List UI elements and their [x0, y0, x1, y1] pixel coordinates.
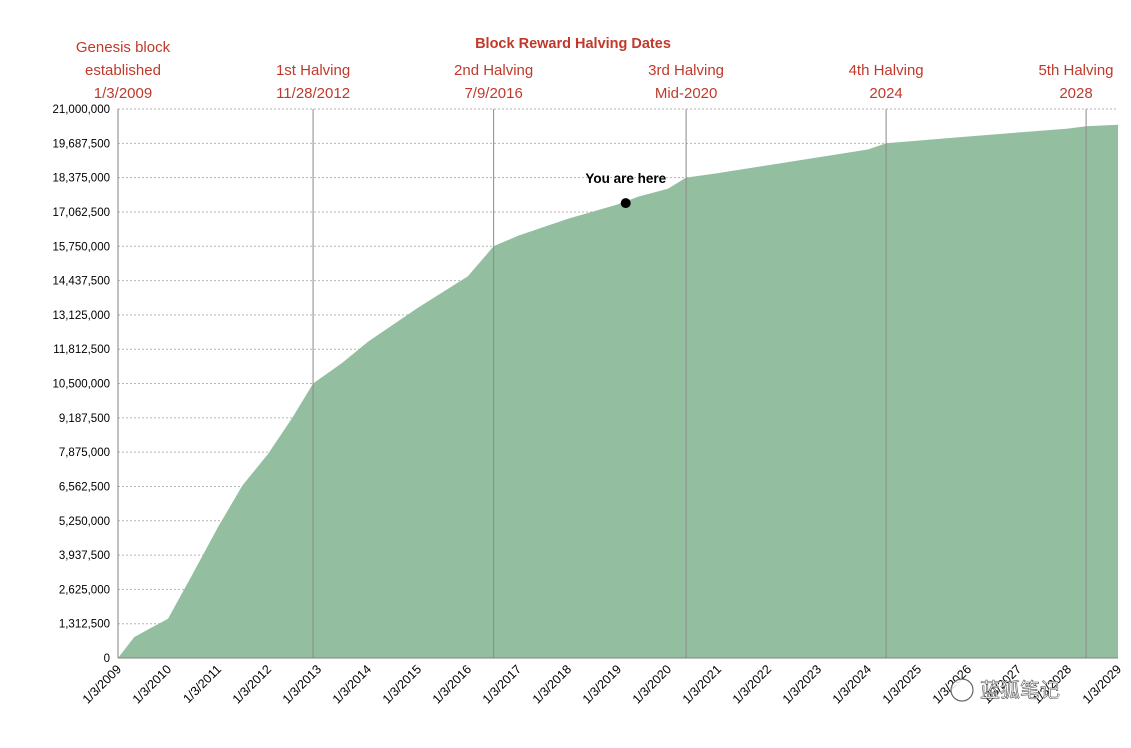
y-tick-label: 2,625,000: [59, 584, 110, 596]
x-tick-label: 1/3/2015: [380, 662, 424, 706]
y-tick-label: 0: [104, 653, 110, 665]
x-tick-label: 1/3/2011: [180, 662, 224, 706]
y-tick-label: 14,437,500: [52, 276, 110, 288]
annotation-line: 2028: [1059, 85, 1092, 102]
halving-annotation: 1st Halving 11/28/2012: [276, 62, 350, 102]
x-tick-label: 1/3/2016: [430, 662, 474, 706]
annotation-line: 5th Halving: [1038, 62, 1113, 79]
annotation-line: 4th Halving: [849, 62, 924, 79]
x-tick-label: 1/3/2022: [730, 662, 774, 706]
y-tick-label: 5,250,000: [59, 516, 110, 528]
y-tick-label: 7,875,000: [59, 447, 110, 459]
x-tick-label: 1/3/2023: [780, 662, 824, 706]
axes: [117, 109, 1118, 659]
supply-area: [118, 124, 1118, 658]
y-tick-label: 6,562,500: [59, 481, 110, 493]
halving-lines: [312, 109, 1087, 658]
watermark-text: 蓝狐笔记: [980, 679, 1060, 702]
annotation-line: 7/9/2016: [464, 85, 522, 102]
y-tick-label: 19,687,500: [52, 138, 110, 150]
x-tick-label: 1/3/2013: [280, 662, 324, 706]
x-tick-label: 1/3/2029: [1080, 662, 1124, 706]
x-tick-label: 1/3/2019: [580, 662, 624, 706]
annotation-line: 11/28/2012: [276, 85, 350, 102]
y-tick-label: 17,062,500: [52, 207, 110, 219]
x-tick-label: 1/3/2018: [530, 662, 574, 706]
annotation-line: 2024: [869, 85, 902, 102]
x-tick-label: 1/3/2014: [330, 662, 374, 706]
y-tick-label: 11,812,500: [53, 344, 110, 356]
y-tick-label: 1,312,500: [59, 619, 110, 631]
x-tick-label: 1/3/2010: [130, 662, 174, 706]
y-tick-label: 13,125,000: [52, 310, 110, 322]
halving-annotation: 5th Halving 2028: [1038, 62, 1113, 102]
x-tick-label: 1/3/2009: [80, 662, 124, 706]
halving-annotations: Genesis block established 1/3/2009 1st Halv…: [76, 39, 1114, 102]
x-tick-label: 1/3/2025: [880, 662, 924, 706]
y-tick-label: 9,187,500: [59, 413, 110, 425]
marker-dot: [620, 198, 631, 209]
marker-label: You are here: [585, 171, 666, 186]
annotation-line: 2nd Halving: [454, 62, 533, 79]
y-tick-label: 3,937,500: [59, 550, 110, 562]
y-tick-label: 15,750,000: [52, 241, 110, 253]
halving-annotation: 3rd Halving Mid-2020: [648, 62, 724, 102]
y-tick-label: 10,500,000: [52, 379, 110, 391]
halving-annotation: Genesis block established 1/3/2009: [76, 39, 171, 102]
annotation-line: 1/3/2009: [94, 85, 152, 102]
you-are-here-marker: You are here: [585, 171, 667, 209]
x-tick-label: 1/3/2012: [230, 662, 274, 706]
watermark: 蓝狐笔记: [950, 678, 1060, 702]
x-tick-label: 1/3/2024: [830, 662, 874, 706]
halving-annotation: 2nd Halving 7/9/2016: [454, 62, 533, 102]
annotation-line: 3rd Halving: [648, 62, 724, 79]
halving-annotation: 4th Halving 2024: [849, 62, 924, 102]
y-tick-labels: 0 1,312,500 2,625,000 3,937,500 5,250,000 6,5…: [52, 104, 110, 665]
watermark-icon: [950, 678, 974, 702]
y-tick-label: 18,375,000: [52, 173, 110, 185]
chart-title: Block Reward Halving Dates: [475, 36, 671, 52]
x-tick-label: 1/3/2017: [480, 662, 524, 706]
x-tick-label: 1/3/2020: [630, 662, 674, 706]
annotation-line: 1st Halving: [276, 62, 350, 79]
y-tick-label: 21,000,000: [52, 104, 110, 116]
annotation-line: established: [85, 62, 161, 79]
x-tick-label: 1/3/2021: [680, 662, 724, 706]
annotation-line: Mid-2020: [655, 85, 718, 102]
annotation-line: Genesis block: [76, 39, 171, 56]
